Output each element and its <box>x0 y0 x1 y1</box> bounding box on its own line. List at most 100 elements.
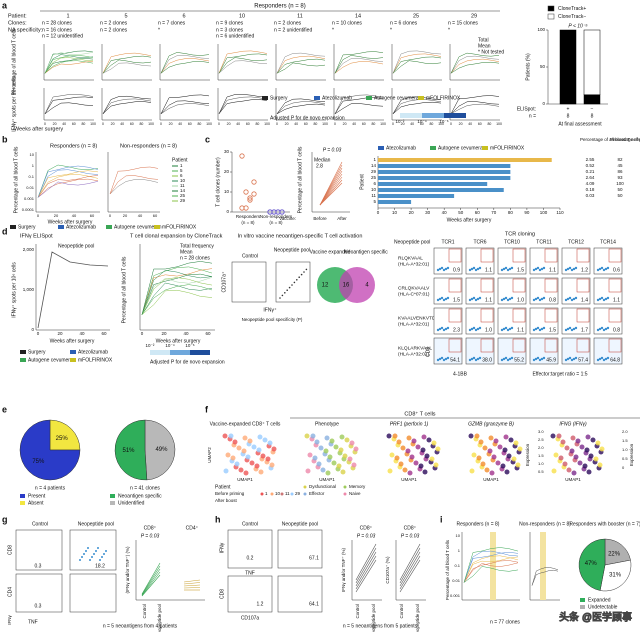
frame <box>608 248 622 263</box>
dot <box>532 328 536 332</box>
label: Unidentified <box>118 500 145 506</box>
x-tick-label: 80 <box>487 122 491 126</box>
umap-dot <box>398 461 404 467</box>
label: n = 2 clones <box>100 20 128 26</box>
label: 1.5 <box>538 453 544 458</box>
label: 0.9 <box>453 267 460 273</box>
dot <box>293 281 296 284</box>
dot <box>472 296 476 300</box>
point <box>247 195 253 201</box>
label: 0.8 <box>613 327 620 333</box>
trace <box>218 99 268 114</box>
umap-dot <box>338 447 344 453</box>
legend-dot <box>260 492 264 496</box>
trace <box>102 59 152 74</box>
pair-line <box>355 555 377 590</box>
dot <box>436 298 440 302</box>
label: IFNγ and/or TNF⁺ (%) <box>341 547 346 592</box>
label: mFOLFIRINOX <box>426 95 461 101</box>
dot <box>89 559 91 561</box>
umap-dot <box>429 456 435 462</box>
dot <box>604 327 608 331</box>
dot <box>500 298 504 302</box>
label: 1.1 <box>613 297 620 303</box>
label: (n = 8) <box>269 220 283 225</box>
frame <box>15 529 63 571</box>
label: Vaccine-expanded CD8⁺ T cells <box>210 421 281 427</box>
label: (HLA-C*07:01) <box>398 291 430 297</box>
legend-swatch <box>58 225 64 229</box>
trace <box>102 52 152 74</box>
legend-swatch <box>106 225 112 229</box>
umap-dot <box>597 462 603 468</box>
trace <box>463 566 519 583</box>
label: At final assessment <box>558 121 602 127</box>
dot <box>596 328 600 332</box>
label: Patient: <box>8 13 27 19</box>
label: 1.1 <box>485 267 492 273</box>
frame <box>275 261 311 303</box>
label: Vaccine expanded <box>310 249 351 255</box>
dot <box>510 266 514 270</box>
pie-slice <box>604 538 631 566</box>
label: Dysfunctional <box>309 484 336 489</box>
dot <box>436 268 440 272</box>
y-tick-label: 14 <box>371 163 377 168</box>
label: 54.1 <box>450 357 460 363</box>
frame <box>231 261 267 303</box>
label: Control <box>242 521 258 527</box>
dot <box>440 296 444 300</box>
umap-dot <box>256 447 262 453</box>
label: 1.2 <box>257 601 264 607</box>
umap-dot <box>243 470 249 476</box>
x-tick-label: 0 <box>102 122 104 126</box>
label: Control <box>355 604 360 619</box>
umap-dot <box>493 438 499 444</box>
bar <box>378 176 511 180</box>
x-tick-label: 40 <box>442 210 448 215</box>
label: 10⁻⁴ <box>417 119 426 124</box>
label: 57.4 <box>578 357 588 363</box>
dot <box>572 297 576 301</box>
dot <box>502 357 506 361</box>
trace <box>102 55 152 74</box>
label: 1.1 <box>485 297 492 303</box>
label: 10⁻² <box>396 119 405 124</box>
x-tick-label: 40 <box>79 331 85 336</box>
label: 29 <box>295 491 301 496</box>
umap-dot <box>575 438 581 444</box>
label: Neopeptide pool <box>282 521 318 527</box>
label: Expanded <box>588 597 611 603</box>
umap-dot <box>409 454 415 460</box>
x-tick-label: 20 <box>57 331 63 336</box>
trace <box>44 60 94 74</box>
trace <box>392 99 442 114</box>
panel-label: h <box>215 514 221 524</box>
pair-line <box>183 582 201 585</box>
pair-line <box>141 568 161 596</box>
umap-dot <box>329 438 335 444</box>
label: * <box>332 27 334 33</box>
umap-dot <box>267 440 273 446</box>
dot <box>596 358 600 362</box>
label: Autogene cevumeran <box>374 95 422 101</box>
dot <box>446 296 450 300</box>
dot <box>284 292 286 294</box>
dot <box>291 284 293 286</box>
legend-swatch <box>20 501 25 505</box>
label: Adjusted P for de novo expansion <box>270 115 345 121</box>
scale-swatch <box>444 113 466 118</box>
frame <box>576 248 590 263</box>
trace <box>160 58 210 74</box>
umap-dot <box>482 445 488 451</box>
dot <box>574 326 578 330</box>
umap-dot <box>484 467 490 473</box>
dot <box>468 358 472 362</box>
label: Percentage of persisting clones <box>610 137 640 142</box>
dot <box>506 268 510 272</box>
label: 45 <box>617 163 623 168</box>
x-tick-label: 40 <box>468 122 472 126</box>
dot <box>572 327 576 331</box>
umap-dot <box>405 448 411 454</box>
label: 10⁻⁴ <box>165 343 174 348</box>
